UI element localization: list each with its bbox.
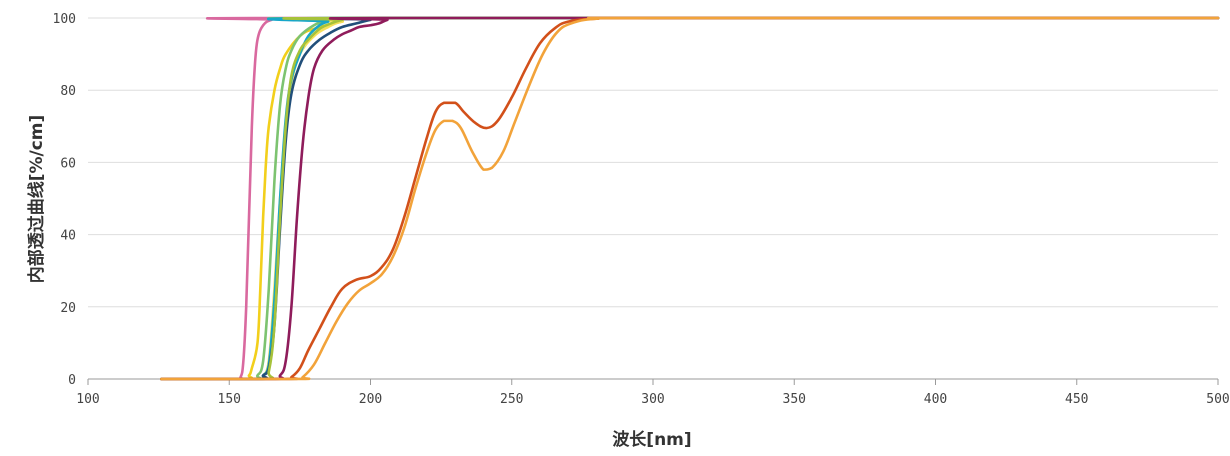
- y-tick-label: 20: [60, 301, 76, 316]
- y-tick-label: 0: [68, 373, 76, 388]
- series-line-5: [160, 16, 1220, 381]
- series-line-4: [160, 16, 1220, 381]
- x-tick-label: 400: [924, 392, 947, 407]
- series-line-8: [160, 16, 1220, 381]
- y-tick-label: 80: [60, 84, 76, 99]
- x-tick-label: 250: [500, 392, 523, 407]
- series-line-2: [160, 16, 1220, 381]
- x-tick-label: 500: [1206, 392, 1229, 407]
- x-tick-label: 150: [218, 392, 241, 407]
- x-axis-title: 波长[nm]: [612, 429, 691, 450]
- series-line-3: [160, 16, 1220, 381]
- x-tick-label: 100: [76, 392, 99, 407]
- series-line-9: [160, 16, 1220, 381]
- x-tick-label: 300: [641, 392, 664, 407]
- series-line-7: [160, 16, 1220, 381]
- y-axis-title: 内部透过曲线[%/cm]: [26, 115, 47, 284]
- y-tick-label: 40: [60, 229, 76, 244]
- series-line-10: [160, 16, 1220, 381]
- gridlines: [88, 17, 1218, 308]
- tick-labels: 0 20 40 60 80 100 100 150 200 250 300 350 400 450 500: [53, 12, 1230, 407]
- x-tick-label: 200: [359, 392, 382, 407]
- y-tick-label: 60: [60, 156, 76, 171]
- series-lines: [160, 16, 1220, 381]
- y-tick-label: 100: [53, 12, 76, 27]
- x-tick-label: 450: [1065, 392, 1088, 407]
- series-line-6: [160, 16, 1220, 381]
- series-line-1: [160, 16, 1220, 381]
- x-tick-label: 350: [783, 392, 806, 407]
